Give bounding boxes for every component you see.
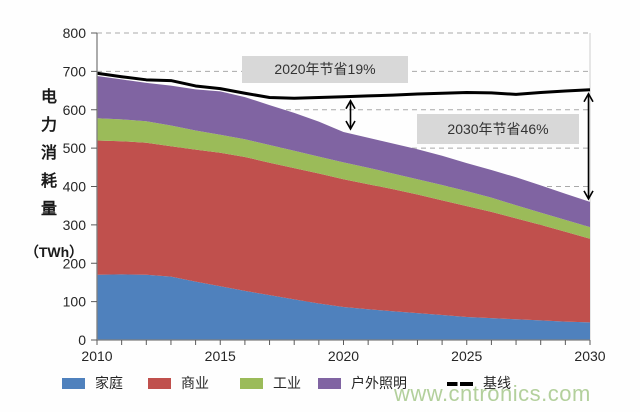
household-swatch-icon (62, 377, 85, 389)
legend: 家庭 商业 工业 户外照明 基线 (0, 375, 640, 395)
y-axis-title: 电力消耗量 (38, 88, 55, 228)
savings-arrow-2030 (583, 92, 594, 201)
legend-item-industry: 工业 (240, 375, 301, 391)
commercial-swatch-icon (148, 377, 171, 389)
legend-item-household: 家庭 (62, 375, 123, 391)
y-tick-label: 200 (63, 255, 87, 271)
area-series-工业 (97, 118, 590, 239)
industry-swatch-icon (240, 377, 263, 389)
legend-item-baseline: 基线 (447, 375, 511, 391)
savings-arrow-2020 (345, 99, 356, 131)
y-tick-label: 800 (63, 25, 87, 41)
baseline-line-swatch-icon (447, 381, 473, 386)
area-series-家庭 (97, 274, 590, 340)
y-tick-label: 700 (63, 63, 87, 79)
legend-label: 家庭 (95, 375, 123, 391)
y-tick-label: 600 (63, 102, 87, 118)
legend-label: 户外照明 (351, 375, 407, 391)
area-series-商业 (97, 140, 590, 323)
x-tick-label: 2020 (328, 348, 359, 364)
legend-item-commercial: 商业 (148, 375, 209, 391)
y-tick-label: 300 (63, 217, 87, 233)
x-tick-label: 2010 (81, 348, 112, 364)
watermark: www.cntronics.com (394, 381, 591, 406)
y-tick-label: 400 (63, 179, 87, 195)
y-tick-label: 100 (63, 294, 87, 310)
legend-item-outdoor-lighting: 户外照明 (318, 375, 407, 391)
x-tick-label: 2025 (451, 348, 482, 364)
annotation-2020-savings: 2020年节省19% (242, 56, 408, 83)
x-tick-label: 2030 (574, 348, 605, 364)
annotation-2030-savings: 2030年节省46% (417, 114, 579, 144)
legend-label: 基线 (483, 375, 511, 391)
y-axis-unit: （TWh） (24, 244, 84, 260)
outdoor-lighting-swatch-icon (318, 377, 341, 389)
legend-label: 工业 (273, 375, 301, 391)
legend-label: 商业 (181, 375, 209, 391)
y-tick-label: 0 (78, 332, 86, 348)
area-series-户外照明 (97, 75, 590, 228)
y-tick-label: 500 (63, 140, 87, 156)
x-tick-label: 2015 (205, 348, 236, 364)
baseline-curve (96, 71, 591, 100)
